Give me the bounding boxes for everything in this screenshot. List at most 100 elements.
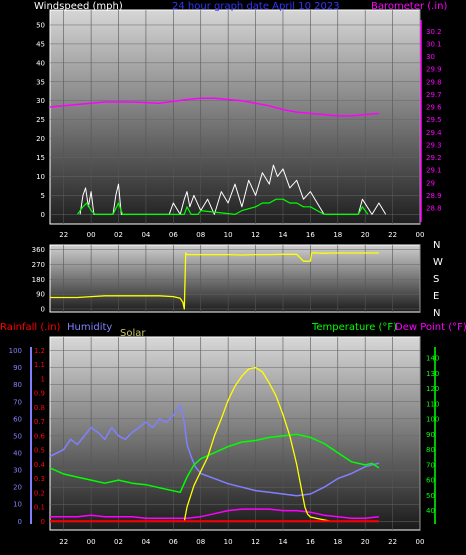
humidity-line bbox=[49, 404, 380, 497]
rainfall-tick-label: 0.6 bbox=[34, 432, 46, 440]
humidity-tick-label: 90 bbox=[13, 364, 22, 372]
x-tick-label: 22 bbox=[59, 538, 68, 546]
wind-gust-line bbox=[79, 164, 387, 215]
temperature-tick-label: 100 bbox=[426, 416, 439, 424]
x-tick-label: 00 bbox=[416, 538, 425, 546]
humidity-tick-label: 40 bbox=[13, 449, 22, 457]
temperature-tick-label: 130 bbox=[426, 370, 439, 378]
windspeed-axis-title: Windspeed (mph) bbox=[34, 1, 123, 12]
x-tick-label: 22 bbox=[388, 538, 397, 546]
temperature-tick-label: 70 bbox=[426, 461, 435, 469]
x-tick-label: 12 bbox=[251, 538, 260, 546]
barometer-tick-label: 29.5 bbox=[426, 116, 442, 124]
barometer-axis-title: Barometer (.in) bbox=[371, 1, 447, 12]
compass-s: S bbox=[433, 274, 439, 285]
wind-tick-label: 0 bbox=[41, 211, 45, 219]
barometer-tick-label: 29.1 bbox=[426, 167, 442, 175]
wind-tick-label: 15 bbox=[36, 154, 45, 162]
x-tick-label: 02 bbox=[114, 231, 123, 239]
barometer-tick-label: 29.4 bbox=[426, 129, 442, 137]
barometer-tick-label: 29.8 bbox=[426, 78, 442, 86]
x-tick-label: 20 bbox=[361, 538, 370, 546]
wind-tick-label: 35 bbox=[36, 78, 45, 86]
wind-panel-background bbox=[49, 9, 421, 225]
x-tick-label: 22 bbox=[59, 231, 68, 239]
solar-axis-title: Solar bbox=[120, 328, 146, 339]
rainfall-tick-label: 1.2 bbox=[34, 347, 45, 355]
x-tick-label: 22 bbox=[388, 231, 397, 239]
rainfall-tick-label: 0 bbox=[41, 518, 45, 526]
rainfall-tick-label: 0.1 bbox=[34, 504, 45, 512]
solar-line bbox=[183, 366, 338, 522]
wind-tick-label: 20 bbox=[36, 135, 45, 143]
barometer-tick-label: 28.9 bbox=[426, 192, 442, 200]
humidity-tick-label: 70 bbox=[13, 398, 22, 406]
rainfall-tick-label: 1 bbox=[41, 375, 45, 383]
x-tick-label: 06 bbox=[169, 231, 178, 239]
x-tick-label: 04 bbox=[141, 231, 150, 239]
direction-tick-label: 90 bbox=[36, 291, 45, 299]
wind-direction-line bbox=[50, 252, 379, 310]
rainfall-tick-label: 0.5 bbox=[34, 447, 45, 455]
wind-average-line bbox=[76, 198, 369, 215]
wind-tick-label: 50 bbox=[36, 21, 45, 29]
wind-tick-label: 45 bbox=[36, 40, 45, 48]
direction-tick-label: 360 bbox=[32, 246, 45, 254]
compass-e: E bbox=[433, 291, 439, 302]
barometer-tick-label: 29.2 bbox=[426, 154, 442, 162]
temperature-tick-label: 60 bbox=[426, 477, 435, 485]
barometer-tick-label: 29.7 bbox=[426, 91, 442, 99]
x-tick-label: 10 bbox=[224, 538, 233, 546]
temperature-tick-label: 80 bbox=[426, 446, 435, 454]
x-tick-label: 14 bbox=[279, 231, 288, 239]
humidity-tick-label: 80 bbox=[13, 381, 22, 389]
temperature-tick-label: 90 bbox=[426, 431, 435, 439]
direction-tick-label: 270 bbox=[32, 261, 45, 269]
humidity-tick-label: 100 bbox=[9, 347, 22, 355]
barometer-tick-label: 29.6 bbox=[426, 104, 442, 112]
x-tick-label: 02 bbox=[114, 538, 123, 546]
temperature-tick-label: 120 bbox=[426, 385, 439, 393]
wind-tick-label: 25 bbox=[36, 116, 45, 124]
climate-panel-background bbox=[49, 336, 421, 531]
temperature-tick-label: 110 bbox=[426, 400, 439, 408]
compass-n-bottom: N bbox=[433, 308, 440, 319]
humidity-tick-label: 20 bbox=[13, 484, 22, 492]
temperature-tick-label: 140 bbox=[426, 355, 439, 363]
compass-n-top: N bbox=[433, 240, 440, 251]
wind-tick-label: 30 bbox=[36, 97, 45, 105]
x-tick-label: 16 bbox=[306, 231, 315, 239]
rainfall-axis-title: Rainfall (.in) bbox=[0, 322, 61, 333]
wind-tick-label: 40 bbox=[36, 59, 45, 67]
dew-point-line bbox=[50, 508, 379, 520]
x-tick-label: 04 bbox=[141, 538, 150, 546]
barometer-tick-label: 30.2 bbox=[426, 28, 442, 36]
x-tick-label: 06 bbox=[169, 538, 178, 546]
barometer-tick-label: 30.1 bbox=[426, 40, 442, 48]
rainfall-tick-label: 0.8 bbox=[34, 404, 45, 412]
x-tick-label: 18 bbox=[333, 231, 342, 239]
temperature-axis-title: Temperature (°F) bbox=[311, 322, 397, 333]
x-tick-label: 10 bbox=[224, 231, 233, 239]
barometer-tick-label: 30 bbox=[426, 53, 435, 61]
barometer-tick-label: 29.9 bbox=[426, 66, 442, 74]
x-tick-label: 00 bbox=[87, 538, 96, 546]
humidity-tick-label: 30 bbox=[13, 467, 22, 475]
barometer-tick-label: 29.3 bbox=[426, 141, 442, 149]
rainfall-tick-label: 1.1 bbox=[34, 361, 45, 369]
humidity-tick-label: 0 bbox=[18, 518, 22, 526]
x-tick-label: 00 bbox=[416, 231, 425, 239]
direction-panel-background bbox=[49, 244, 421, 313]
x-tick-label: 14 bbox=[279, 538, 288, 546]
dewpoint-axis-title: Dew Point (°F) bbox=[395, 322, 466, 333]
temperature-tick-label: 40 bbox=[426, 507, 435, 515]
wind-tick-label: 10 bbox=[36, 173, 45, 181]
humidity-axis-title: Humidity bbox=[67, 322, 112, 333]
direction-tick-label: 180 bbox=[32, 276, 45, 284]
humidity-tick-label: 10 bbox=[13, 501, 22, 509]
rainfall-tick-label: 0.7 bbox=[34, 418, 45, 426]
wind-tick-label: 5 bbox=[41, 192, 45, 200]
temperature-tick-label: 50 bbox=[426, 492, 435, 500]
x-tick-label: 18 bbox=[333, 538, 342, 546]
